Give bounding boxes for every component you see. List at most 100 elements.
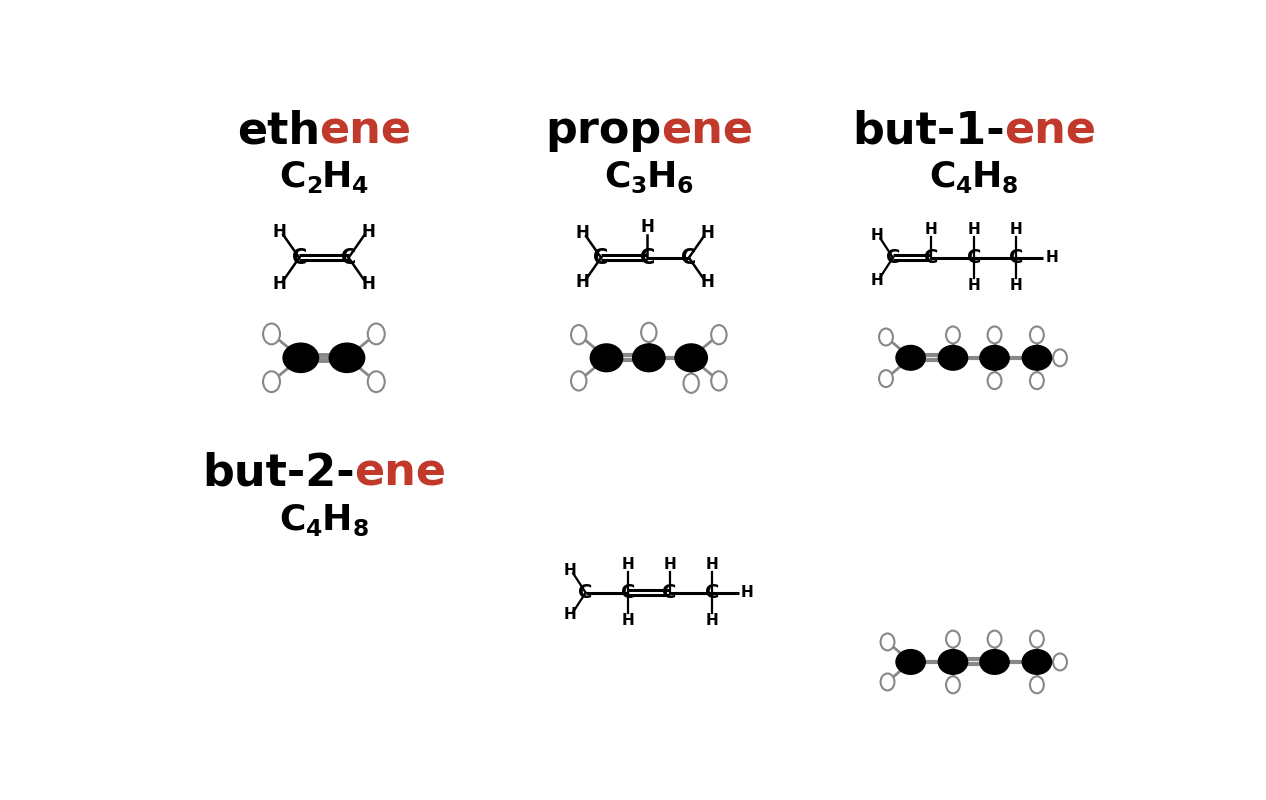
Text: H: H	[563, 607, 576, 622]
Ellipse shape	[1053, 350, 1067, 366]
Ellipse shape	[684, 374, 699, 393]
Text: H: H	[701, 224, 715, 242]
Text: H: H	[322, 502, 352, 537]
Ellipse shape	[641, 322, 657, 342]
Text: H: H	[871, 228, 884, 243]
Ellipse shape	[896, 650, 925, 674]
Ellipse shape	[987, 326, 1001, 343]
Ellipse shape	[711, 371, 727, 390]
Ellipse shape	[571, 325, 586, 344]
Ellipse shape	[368, 371, 385, 392]
Text: 4: 4	[352, 175, 368, 198]
Ellipse shape	[987, 372, 1001, 389]
Text: H: H	[575, 224, 589, 242]
Text: H: H	[705, 613, 718, 628]
Text: C: C	[579, 583, 592, 602]
Text: ene: ene	[319, 109, 411, 152]
Text: H: H	[705, 558, 718, 573]
Text: 6: 6	[677, 175, 694, 198]
Ellipse shape	[1022, 650, 1052, 674]
Text: H: H	[871, 273, 884, 287]
Ellipse shape	[1031, 676, 1044, 694]
Text: C: C	[705, 583, 719, 602]
Text: but-2-: but-2-	[203, 452, 354, 494]
Text: H: H	[272, 275, 286, 293]
Text: H: H	[563, 563, 576, 578]
Text: H: H	[925, 222, 938, 238]
Text: 8: 8	[352, 518, 368, 541]
Text: C: C	[1009, 248, 1023, 267]
Ellipse shape	[1022, 346, 1052, 370]
Text: H: H	[967, 278, 980, 293]
Ellipse shape	[946, 676, 960, 694]
Text: 3: 3	[630, 175, 647, 198]
Ellipse shape	[879, 329, 893, 346]
Text: C: C	[929, 160, 956, 194]
Text: H: H	[1010, 222, 1023, 238]
Ellipse shape	[590, 344, 623, 372]
Text: H: H	[741, 585, 753, 600]
Text: 4: 4	[956, 175, 972, 198]
Text: ene: ene	[354, 452, 446, 494]
Text: ene: ene	[661, 109, 753, 152]
Ellipse shape	[980, 346, 1009, 370]
Ellipse shape	[938, 650, 967, 674]
Text: but-1-: but-1-	[852, 109, 1005, 152]
Text: 8: 8	[1001, 175, 1018, 198]
Ellipse shape	[987, 630, 1001, 647]
Text: H: H	[622, 613, 634, 628]
Text: C: C	[966, 248, 981, 267]
Text: C: C	[662, 583, 677, 602]
Text: eth: eth	[237, 109, 320, 152]
Text: C: C	[291, 248, 306, 268]
Text: C: C	[620, 583, 636, 602]
Text: H: H	[1046, 250, 1058, 266]
Text: C: C	[924, 248, 938, 267]
Text: H: H	[362, 275, 376, 293]
Ellipse shape	[881, 674, 895, 690]
Ellipse shape	[711, 325, 727, 344]
Text: H: H	[967, 222, 980, 238]
Ellipse shape	[879, 370, 893, 387]
Text: H: H	[322, 160, 352, 194]
Text: ene: ene	[1004, 109, 1096, 152]
Text: C: C	[280, 502, 306, 537]
Ellipse shape	[263, 323, 280, 344]
Ellipse shape	[284, 343, 319, 373]
Text: H: H	[972, 160, 1003, 194]
Ellipse shape	[1031, 326, 1044, 343]
Ellipse shape	[1031, 372, 1044, 389]
Ellipse shape	[675, 344, 708, 372]
Text: H: H	[663, 558, 676, 573]
Text: C: C	[341, 248, 356, 268]
Text: H: H	[272, 222, 286, 241]
Text: 4: 4	[305, 518, 322, 541]
Text: H: H	[641, 218, 655, 236]
Ellipse shape	[881, 634, 895, 650]
Ellipse shape	[263, 371, 280, 392]
Ellipse shape	[571, 371, 586, 390]
Ellipse shape	[946, 630, 960, 647]
Text: C: C	[639, 248, 655, 268]
Ellipse shape	[896, 346, 925, 370]
Text: H: H	[362, 222, 376, 241]
Ellipse shape	[1031, 630, 1044, 647]
Ellipse shape	[1053, 654, 1067, 670]
Text: H: H	[575, 274, 589, 291]
Text: C: C	[594, 248, 609, 268]
Ellipse shape	[368, 323, 385, 344]
Text: 2: 2	[305, 175, 322, 198]
Text: prop: prop	[546, 109, 662, 152]
Ellipse shape	[329, 343, 365, 373]
Text: C: C	[604, 160, 630, 194]
Text: H: H	[701, 274, 715, 291]
Text: C: C	[280, 160, 306, 194]
Text: C: C	[681, 248, 696, 268]
Text: H: H	[622, 558, 634, 573]
Ellipse shape	[633, 344, 665, 372]
Ellipse shape	[938, 346, 967, 370]
Text: H: H	[647, 160, 677, 194]
Ellipse shape	[946, 326, 960, 343]
Text: C: C	[886, 248, 900, 267]
Ellipse shape	[980, 650, 1009, 674]
